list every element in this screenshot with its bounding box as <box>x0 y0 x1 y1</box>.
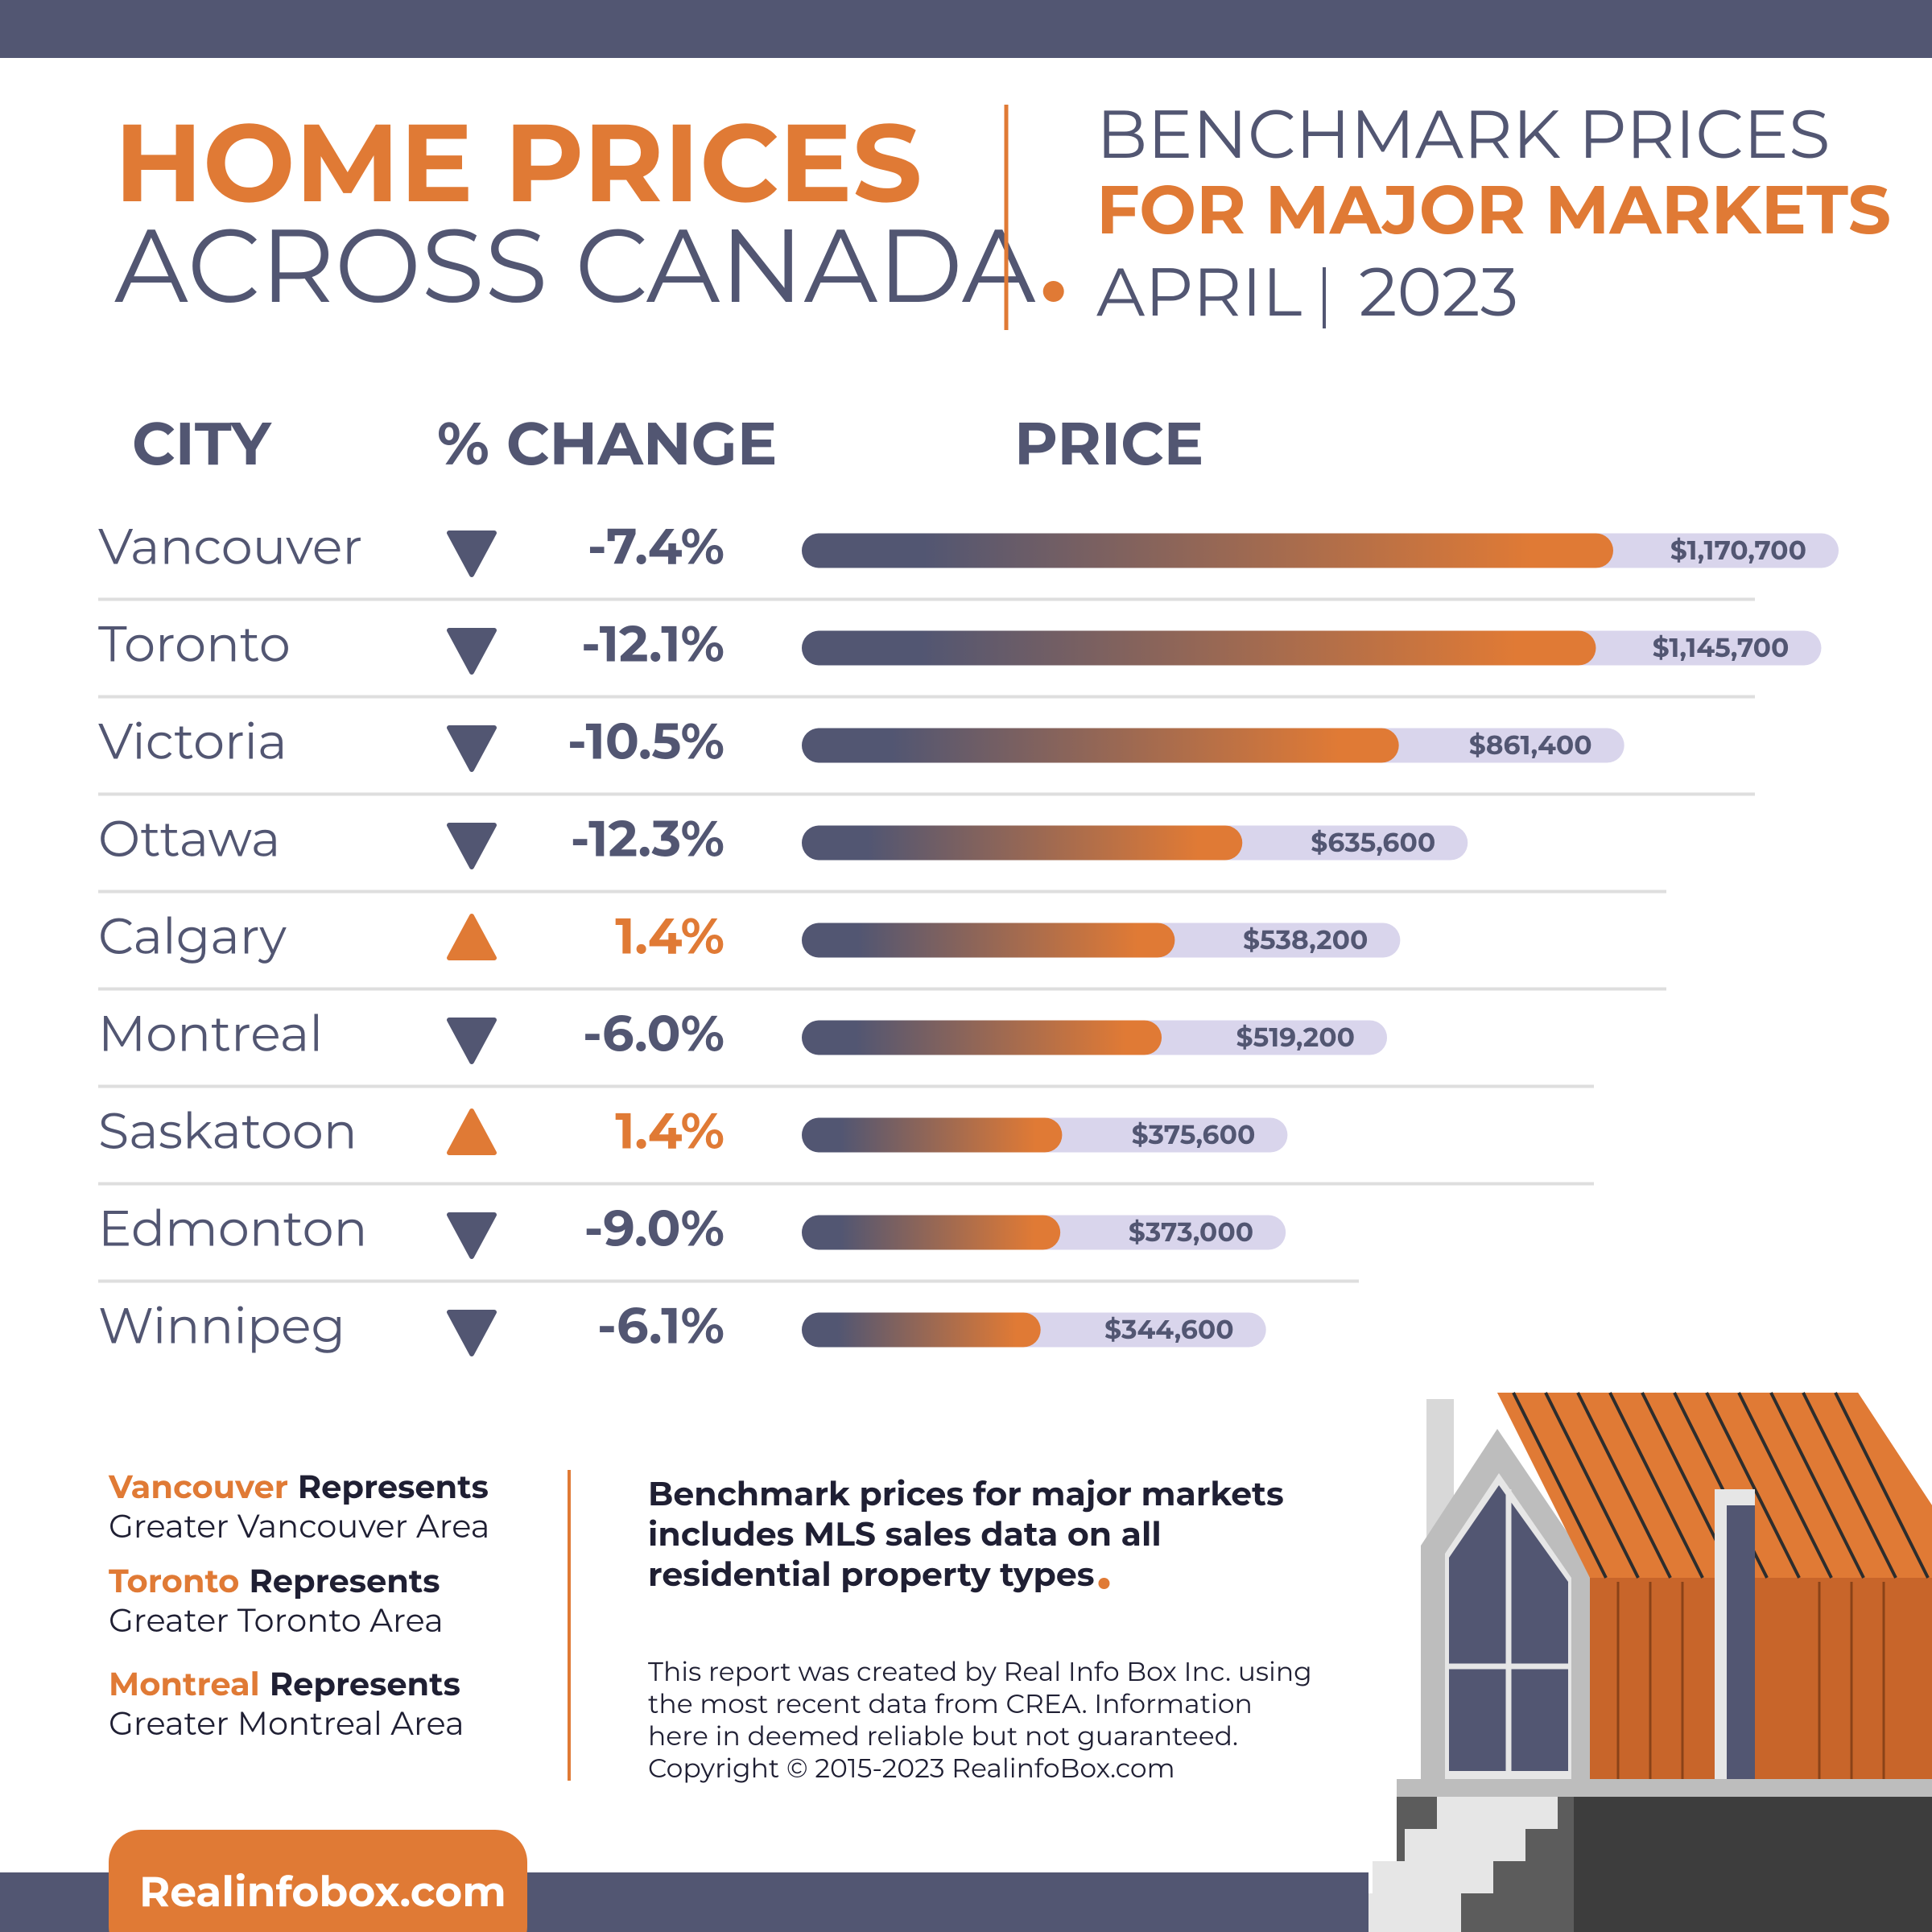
disclaimer-line: Copyright © 2015-2023 RealinfoBox.com <box>648 1752 1175 1785</box>
year: 2023 <box>1359 251 1518 333</box>
bar <box>802 1117 1063 1153</box>
bar <box>802 1312 1041 1348</box>
bar <box>802 533 1613 568</box>
change-label: 1.4% <box>615 1100 724 1162</box>
change-label: -6.0% <box>583 1003 724 1064</box>
site-badge <box>109 1830 527 1932</box>
change-label: -7.4% <box>588 516 724 577</box>
note-city: Montreal <box>109 1665 260 1704</box>
note-word: Represents <box>249 1562 440 1601</box>
change-label: 1.4% <box>615 906 724 967</box>
city: Montreal <box>98 1002 323 1063</box>
change-arrow <box>447 1018 497 1064</box>
disclaimer-line: This report was created by Real Info Box… <box>648 1656 1312 1688</box>
disclaimer-line: the most recent data from CREA. Informat… <box>648 1688 1253 1720</box>
value-label: $1,170,700 <box>1670 535 1806 567</box>
subtitle-line2: FOR MAJOR MARKETS <box>1096 169 1891 251</box>
disclaimer: This report was created by Real Info Box… <box>648 1656 1312 1785</box>
bar <box>802 1215 1061 1250</box>
change-arrow <box>447 1212 497 1259</box>
city: Toronto <box>98 613 291 674</box>
title-dot <box>1042 281 1064 302</box>
value-label: $1,145,700 <box>1653 632 1790 664</box>
summary-line: residential property types <box>648 1554 1094 1595</box>
top-band <box>0 0 1932 58</box>
note-area: Greater Montreal Area <box>109 1704 464 1744</box>
summary-dot <box>1098 1578 1110 1589</box>
value-label: $373,000 <box>1129 1216 1253 1249</box>
bar <box>802 630 1596 666</box>
note-word: Represents <box>270 1665 460 1704</box>
city: Calgary <box>98 905 287 966</box>
city: Ottawa <box>98 807 280 869</box>
summary-line: Benchmark prices for major markets <box>648 1474 1284 1514</box>
rows: Vancouver -7.4% $1,170,700 Toronto -12.1% $1,… <box>98 515 1839 1356</box>
value-label: $861,400 <box>1469 729 1592 762</box>
note-word: Represents <box>298 1468 489 1507</box>
change-arrow <box>447 628 497 675</box>
change-label: -12.1% <box>581 613 724 675</box>
month: APRIL <box>1096 251 1302 333</box>
column-header: % CHANGE <box>437 407 777 480</box>
title-line1: HOME PRICES <box>114 96 923 229</box>
value-label: $344,600 <box>1104 1314 1234 1346</box>
subtitle-line1: BENCHMARK PRICES <box>1096 93 1831 175</box>
change-arrow <box>447 530 497 577</box>
note-city: Vancouver <box>108 1468 288 1507</box>
note-area: Greater Toronto Area <box>109 1601 444 1641</box>
column-header: PRICE <box>1014 407 1203 480</box>
city: Saskatoon <box>98 1100 357 1161</box>
bar <box>802 1020 1162 1055</box>
change-arrow <box>447 725 497 772</box>
summary-line: includes MLS sales data on all <box>648 1514 1162 1554</box>
city: Edmonton <box>98 1197 367 1258</box>
value-label: $538,200 <box>1243 924 1368 956</box>
change-label: -6.1% <box>597 1295 724 1356</box>
note-title: Toronto Represents <box>109 1562 440 1601</box>
house-illustration <box>1340 1392 1932 1932</box>
value-label: $375,600 <box>1132 1119 1256 1151</box>
change-label: -9.0% <box>584 1198 724 1259</box>
bar <box>802 825 1243 861</box>
note-area: Greater Vancouver Area <box>109 1507 489 1546</box>
change-arrow <box>447 1310 497 1356</box>
value-label: $635,600 <box>1311 827 1435 859</box>
note-title: Vancouver Represents <box>108 1468 489 1507</box>
note-city: Toronto <box>109 1562 239 1601</box>
column-header: CITY <box>132 407 273 480</box>
summary: Benchmark prices for major marketsinclud… <box>648 1474 1284 1595</box>
change-arrow <box>447 823 497 869</box>
change-arrow <box>447 914 497 960</box>
bar <box>802 728 1399 763</box>
value-label: $519,200 <box>1236 1022 1355 1054</box>
change-label: -10.5% <box>568 711 724 772</box>
disclaimer-line: here in deemed reliable but not guarante… <box>648 1720 1238 1752</box>
city: Winnipeg <box>98 1294 345 1356</box>
city: Vancouver <box>98 515 362 576</box>
site: Realinfobox.com <box>139 1867 506 1918</box>
change-label: -12.3% <box>571 808 724 869</box>
title-line2: ACROSS CANADA <box>114 203 1036 328</box>
city: Victoria <box>98 710 287 771</box>
note-title: Montreal Represents <box>109 1665 460 1704</box>
change-arrow <box>447 1108 497 1155</box>
bar <box>802 923 1175 958</box>
